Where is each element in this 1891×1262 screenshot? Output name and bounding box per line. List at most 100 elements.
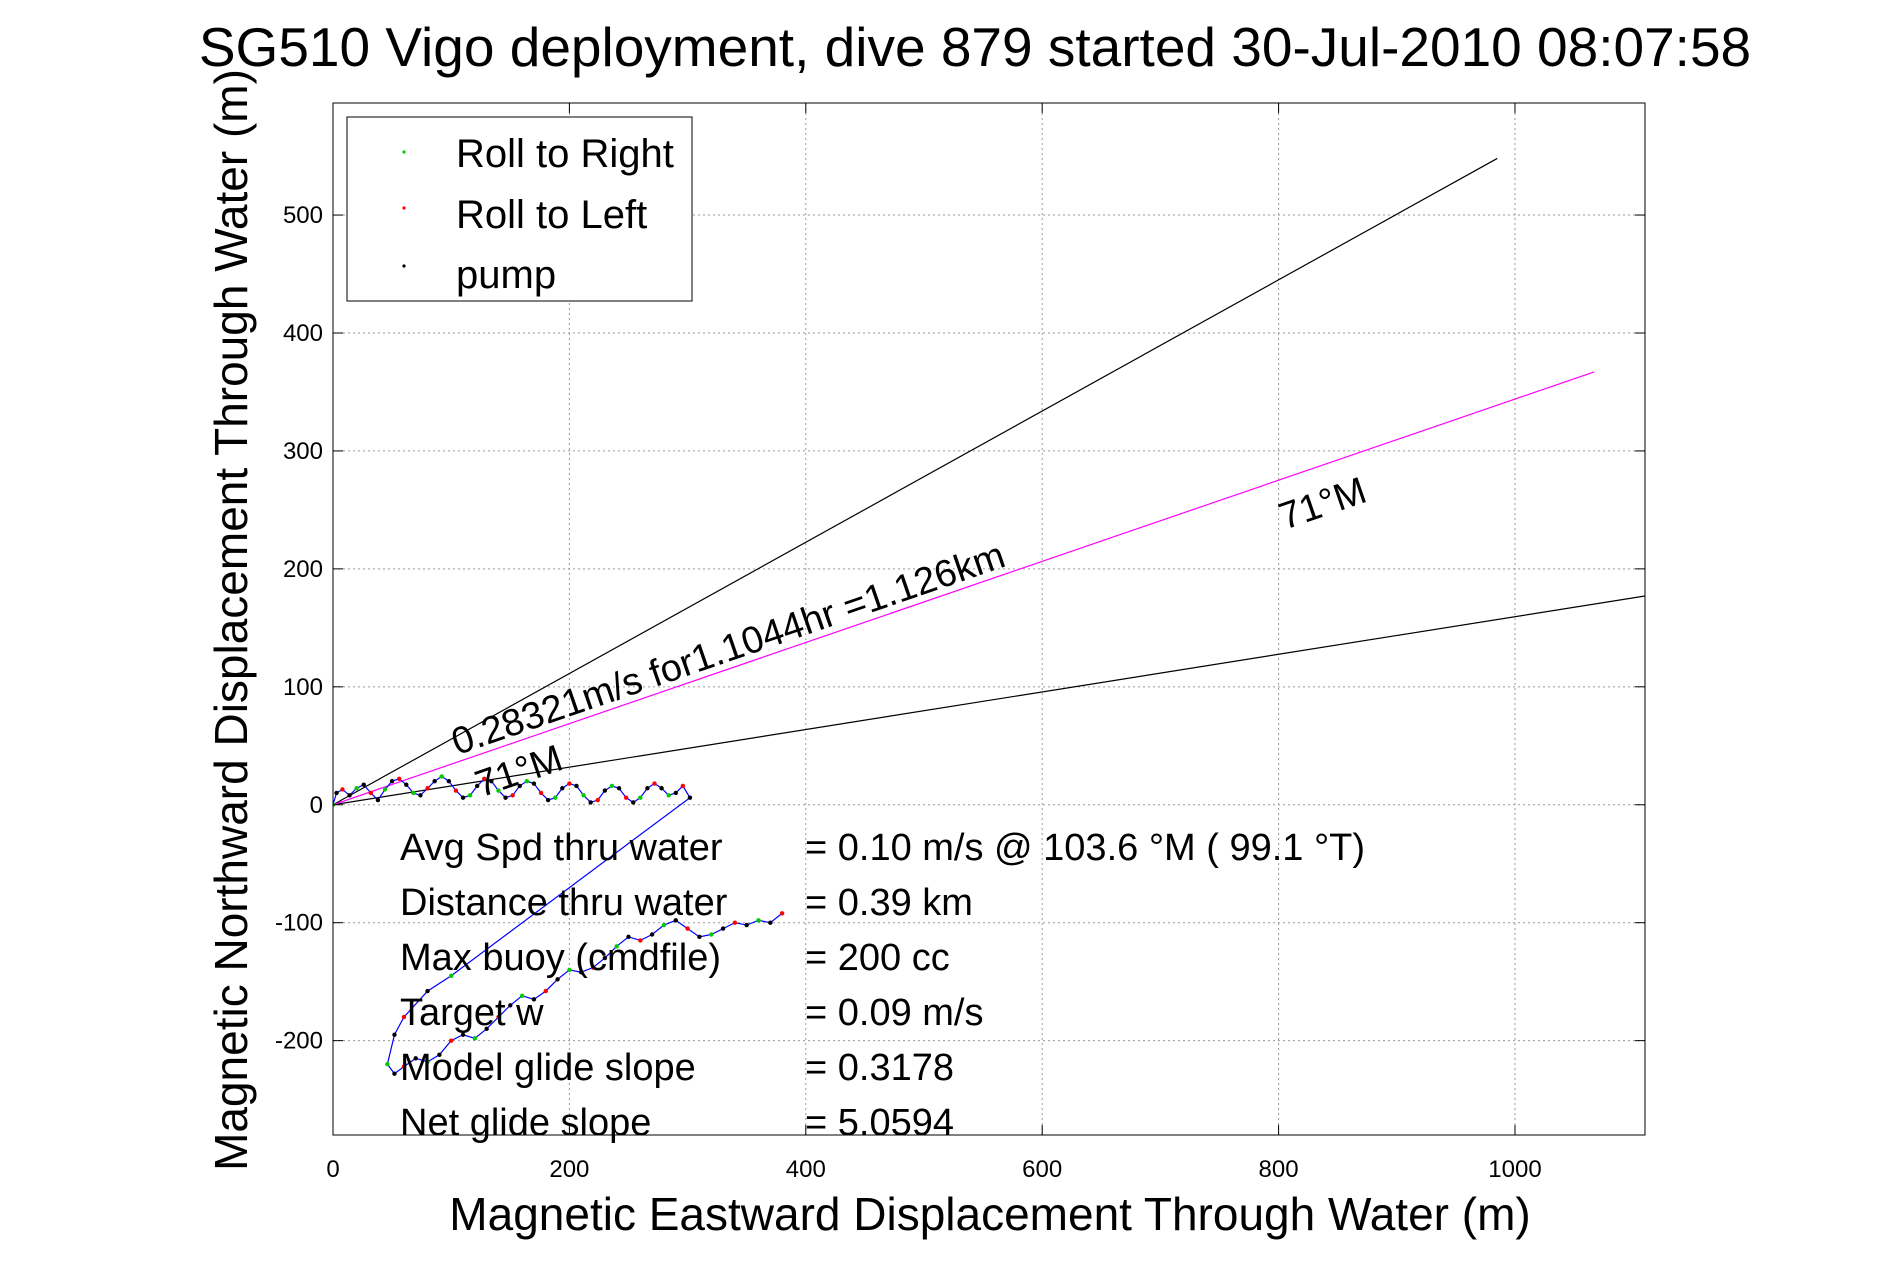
track-point: [588, 800, 593, 805]
track-point: [545, 797, 551, 803]
track-point: [768, 920, 773, 925]
track-point: [448, 973, 454, 978]
track-point: [425, 988, 430, 994]
track-point: [638, 938, 643, 943]
x-tick-label: 800: [1259, 1156, 1299, 1183]
y-tick-label: 200: [283, 556, 323, 583]
track-point: [484, 1026, 489, 1032]
y-tick-label: 300: [283, 438, 323, 465]
y-tick-label: -200: [275, 1028, 323, 1055]
track-point: [425, 1059, 430, 1065]
track-point: [567, 781, 572, 786]
track-point: [720, 926, 726, 931]
track-point: [697, 934, 702, 940]
track-point: [517, 783, 522, 789]
stat-label-1: Distance thru water: [400, 882, 728, 924]
y-tick-label: -100: [275, 910, 323, 937]
legend: Roll to Right Roll to Left pump: [346, 116, 693, 302]
track-point: [673, 790, 678, 796]
track-point: [709, 932, 714, 937]
track-point: [609, 783, 615, 789]
track-point: [437, 1052, 442, 1057]
track-point: [744, 922, 749, 928]
stat-value-1: = 0.39 km: [805, 882, 973, 924]
x-axis-label: Magnetic Eastward Displacement Through W…: [449, 1188, 1530, 1240]
track-point: [638, 795, 643, 800]
y-tick-label: 0: [310, 792, 323, 819]
chart-title: SG510 Vigo deployment, dive 879 started …: [199, 16, 1751, 78]
track-point: [496, 1014, 501, 1020]
track-point: [567, 967, 572, 973]
track-point: [685, 926, 690, 931]
stat-value-3: = 0.09 m/s: [805, 992, 983, 1034]
legend-label-pump: pump: [456, 253, 556, 297]
track-point: [401, 1014, 407, 1020]
track-point: [626, 934, 631, 940]
x-tick-label: 600: [1022, 1156, 1062, 1183]
stat-label-3: Target w: [400, 992, 544, 1034]
track-point: [680, 783, 686, 789]
track-point: [448, 1038, 454, 1043]
track-point: [496, 788, 501, 793]
track-point: [439, 774, 444, 779]
track-point: [446, 778, 452, 784]
track-point: [382, 787, 388, 792]
reference-line-1: [333, 595, 1645, 806]
track-point: [687, 795, 693, 800]
track-point: [425, 786, 430, 791]
stat-label-5: Net glide slope: [400, 1102, 651, 1144]
y-tick-label: 400: [283, 320, 323, 347]
track-point: [508, 1003, 513, 1008]
track-point: [614, 944, 619, 949]
track-point: [574, 783, 579, 789]
track-point: [519, 993, 525, 999]
y-tick-label: 100: [283, 674, 323, 701]
track-point: [538, 790, 544, 796]
track-point: [460, 795, 466, 800]
legend-marker-pump: [402, 264, 406, 268]
track-point: [560, 786, 565, 791]
track-point: [661, 922, 667, 928]
track-point: [432, 778, 437, 784]
track-point: [460, 1032, 466, 1037]
track-point: [334, 790, 339, 796]
track-point: [510, 793, 515, 798]
track-point: [666, 793, 671, 798]
x-tick-label: 400: [786, 1156, 826, 1183]
track-point: [392, 1071, 397, 1076]
legend-marker-roll-left: [402, 206, 406, 210]
track-point: [475, 783, 480, 789]
stat-value-0: = 0.10 m/s @ 103.6 °M ( 99.1 °T): [805, 827, 1365, 869]
track-point: [756, 918, 761, 923]
track-point: [411, 790, 416, 796]
track-point: [375, 797, 381, 803]
legend-label-roll-left: Roll to Left: [456, 193, 647, 237]
x-tick-label: 200: [549, 1156, 589, 1183]
stat-value-5: = 5.0594: [805, 1102, 954, 1144]
track-point: [779, 911, 785, 916]
track-point: [524, 778, 530, 784]
track-point: [555, 977, 560, 982]
track-point: [673, 918, 678, 923]
track-point: [602, 788, 608, 793]
track-point: [413, 1056, 418, 1061]
track-point: [531, 997, 537, 1002]
track-point: [531, 781, 537, 786]
track-point: [389, 778, 395, 784]
stat-value-2: = 200 cc: [805, 937, 950, 979]
grid: [332, 103, 1645, 1135]
y-axis-label: Magnetic Northward Displacement Through …: [205, 69, 257, 1171]
track-point: [553, 795, 558, 800]
track-point: [645, 786, 650, 791]
track-point: [472, 1036, 478, 1041]
x-tick-label: 1000: [1488, 1156, 1541, 1183]
stat-value-4: = 0.3178: [805, 1047, 954, 1089]
track-point: [368, 790, 374, 796]
stat-label-0: Avg Spd thru water: [400, 827, 723, 869]
track-point: [392, 1032, 397, 1037]
track-point: [590, 965, 596, 970]
track-point: [354, 786, 359, 791]
stat-label-2: Max buoy (cmdfile): [400, 937, 721, 979]
reference-line-2: [333, 371, 1595, 806]
